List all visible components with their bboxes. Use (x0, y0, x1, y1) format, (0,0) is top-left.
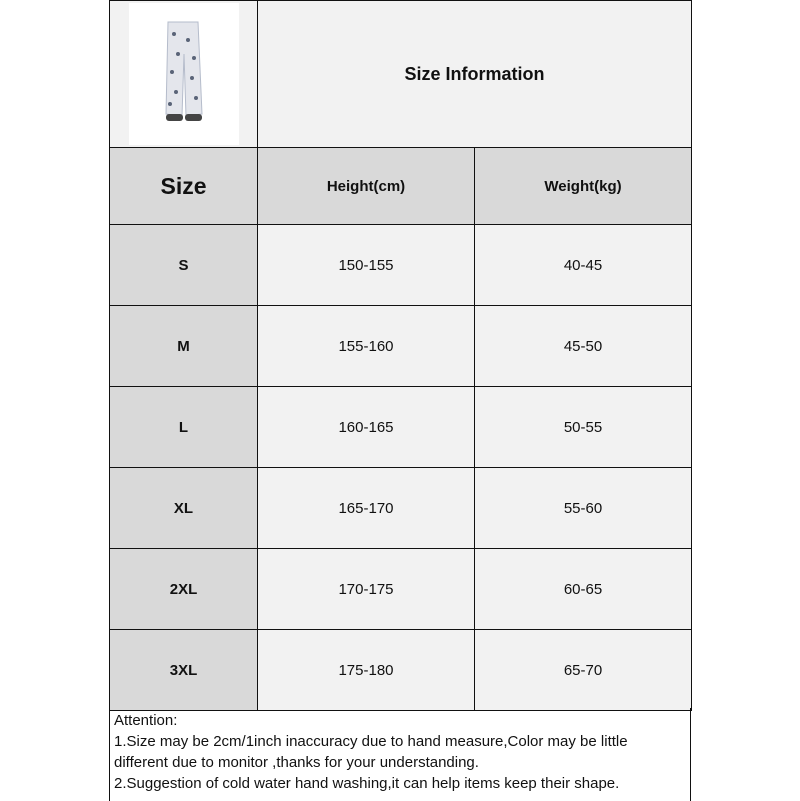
size-cell: M (110, 306, 258, 387)
size-cell: XL (110, 468, 258, 549)
weight-cell: 50-55 (475, 387, 692, 468)
title-row: Size Information (110, 1, 692, 148)
table-title: Size Information (258, 1, 692, 148)
header-height: Height(cm) (258, 148, 475, 225)
pants-image-icon (164, 21, 203, 121)
weight-cell: 40-45 (475, 225, 692, 306)
table-row: L 160-165 50-55 (110, 387, 692, 468)
attention-line-1: 1.Size may be 2cm/1inch inaccuracy due t… (114, 733, 628, 750)
height-cell: 170-175 (258, 549, 475, 630)
table-row: 3XL 175-180 65-70 (110, 630, 692, 711)
attention-heading: Attention: (114, 712, 178, 729)
attention-line-2: different due to monitor ,thanks for you… (114, 754, 479, 771)
height-cell: 160-165 (258, 387, 475, 468)
header-row: Size Height(cm) Weight(kg) (110, 148, 692, 225)
table-row: XL 165-170 55-60 (110, 468, 692, 549)
height-cell: 150-155 (258, 225, 475, 306)
product-image (128, 3, 239, 145)
size-cell: L (110, 387, 258, 468)
weight-cell: 60-65 (475, 549, 692, 630)
height-cell: 165-170 (258, 468, 475, 549)
weight-cell: 45-50 (475, 306, 692, 387)
height-cell: 155-160 (258, 306, 475, 387)
size-table: Size Information Size Height(cm) Weight(… (109, 0, 692, 711)
table-row: 2XL 170-175 60-65 (110, 549, 692, 630)
attention-note: Attention: 1.Size may be 2cm/1inch inacc… (109, 708, 691, 801)
size-cell: S (110, 225, 258, 306)
height-cell: 175-180 (258, 630, 475, 711)
attention-line-3: 2.Suggestion of cold water hand washing,… (114, 775, 620, 792)
size-cell: 2XL (110, 549, 258, 630)
weight-cell: 65-70 (475, 630, 692, 711)
header-size: Size (110, 148, 258, 225)
weight-cell: 55-60 (475, 468, 692, 549)
header-weight: Weight(kg) (475, 148, 692, 225)
size-cell: 3XL (110, 630, 258, 711)
table-row: S 150-155 40-45 (110, 225, 692, 306)
product-image-cell (110, 1, 258, 148)
table-row: M 155-160 45-50 (110, 306, 692, 387)
